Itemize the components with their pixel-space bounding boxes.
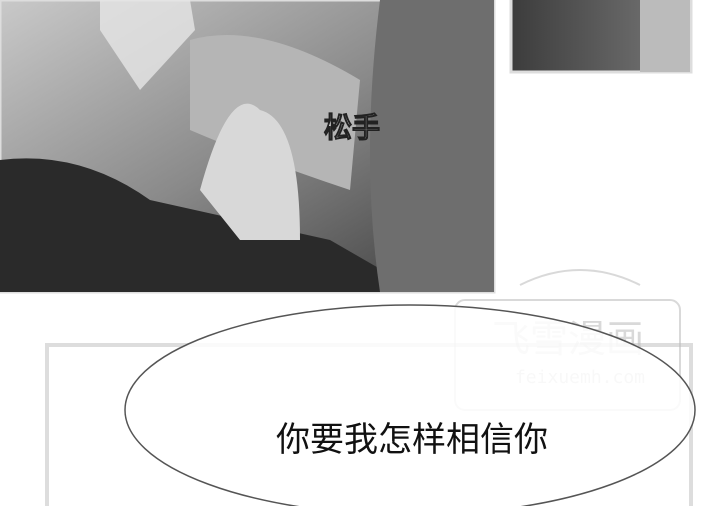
speech-text: 你要我怎样相信你 (276, 420, 548, 460)
panel-caption: 松手 (324, 111, 380, 144)
speech-bubble: 你要我怎样相信你 (124, 304, 696, 506)
panel-top-left: 松手 (0, 0, 496, 294)
panel-top-right (509, 0, 693, 74)
